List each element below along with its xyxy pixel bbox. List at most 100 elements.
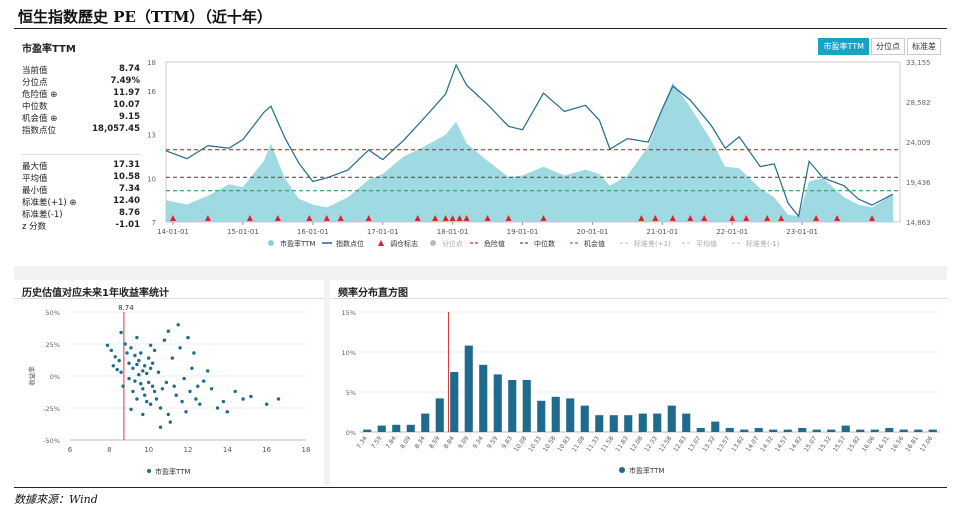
scatter-point [164,380,169,385]
legend-item[interactable]: 中位数 [520,239,555,248]
hist-bar [493,374,502,432]
pe-timeseries-chart[interactable]: 7 10 13 16 18 14,863 19,436 24,009 28,582 33,155 1… [140,54,940,266]
stat-max: 最大值 17.31 [22,160,140,172]
scatter-point [131,389,135,394]
title-rule [14,28,947,29]
legend-item[interactable]: 标准差(+1) [620,239,671,248]
hist-y-tick: 5% [346,389,356,397]
legend-item[interactable]: 分位点 [430,239,463,248]
scatter-point [186,335,190,340]
legend-item[interactable]: 危险值 [470,239,505,248]
hist-bar [696,428,705,432]
stat-opportunity: 机会值 ⊕ 9.15 [22,112,140,124]
legend-item[interactable]: 市盈率TTM [268,239,315,248]
legend-item[interactable]: 指数点位 [322,239,364,248]
scatter-point [202,379,206,383]
toggle-percentile-button[interactable]: 分位点 [871,38,905,55]
scatter-y-tick: -50% [43,437,60,445]
hist-x-tick: 13.32 [701,435,717,453]
hist-bar [812,429,821,432]
legend-label: 中位数 [534,239,555,248]
legend-label: 市盈率TTM [280,239,315,248]
scatter-point [145,371,149,376]
legend-item[interactable]: 平均值 [682,239,717,248]
scatter-y-tick: -25% [43,405,60,413]
hist-bar [624,415,633,432]
legend-item[interactable]: 标准差(-1) [732,239,780,248]
legend-label: 机会值 [584,239,605,248]
stat-danger: 危险值 ⊕ 11.97 [22,88,140,100]
x-tick-label: 18-01-01 [437,228,469,236]
scatter-point [156,370,161,374]
rebalance-marker [505,215,512,221]
scatter-title-rule [14,298,324,299]
hist-x-tick: 7.59 [370,435,384,450]
legend-item[interactable]: 机会值 [570,239,605,248]
y-left-tick: 18 [147,59,156,67]
scatter-point [174,393,178,397]
hist-legend-swatch [619,467,625,473]
scatter-point [182,376,186,381]
legend-label: 标准差(-1) [746,239,780,248]
hist-x-tick: 14.07 [745,435,761,453]
hist-y-tick: 15% [342,309,356,317]
scatter-point [198,402,202,406]
hist-x-tick: 11.33 [585,435,601,453]
hist-x-tick: 10.08 [513,435,529,453]
hist-x-tick: 12.33 [643,435,659,453]
scatter-point [121,384,125,388]
scatter-point [147,380,151,385]
y-left-tick: 13 [147,132,156,140]
y-right-tick: 24,009 [906,139,931,147]
rebalance-marker [869,215,876,221]
y-left-tick: 10 [147,175,156,183]
hist-x-tick: 16.06 [861,435,877,453]
toggle-pe-button[interactable]: 市盈率TTM [818,38,869,55]
hist-bar [754,428,763,432]
hist-x-tick: 16.56 [890,435,906,453]
scatter-point [166,329,170,333]
hist-x-tick: 15.57 [832,435,848,453]
hist-bar [870,429,879,432]
rebalance-marker [169,215,176,221]
hist-x-tick: 9.34 [471,435,485,450]
hist-bar [377,425,386,432]
toggle-stddev-button[interactable]: 标准差 [907,38,941,55]
view-toggle-group: 市盈率TTM 分位点 标准差 [816,38,941,55]
index-line-series [165,63,894,218]
return-scatter-chart[interactable]: 50% 25% 0% -25% -50% 6 8 10 12 14 16 18 收益率 8.74 市盈率TT… [14,300,324,485]
scatter-point [135,397,139,401]
pe-panel-title: 市盈率TTM [22,44,76,55]
hist-x-tick: 12.58 [658,435,674,453]
scatter-point [143,364,147,368]
hist-bar [914,429,923,432]
scatter-point [129,407,133,411]
rebalance-marker [449,215,456,221]
y-right-tick: 28,582 [906,99,931,107]
rebalance-marker [764,215,771,221]
scatter-point [139,351,143,355]
scatter-point [276,397,281,401]
hist-y-tick: 10% [342,349,356,357]
hist-bar [899,429,908,432]
x-tick-label: 15-01-01 [227,228,259,236]
scatter-y-tick: 0% [50,373,60,381]
hist-x-tick: 13.57 [716,435,732,453]
rebalance-marker [432,215,439,221]
hist-bar [479,364,488,432]
hist-bar [841,425,850,432]
hist-x-tick: 16.81 [904,435,920,453]
y-left-tick: 7 [152,219,156,227]
hist-bar [421,413,430,432]
scatter-point [127,361,131,365]
hist-x-tick: 13.07 [687,435,703,453]
stat-current: 当前值 8.74 [22,64,140,76]
rebalance-marker [813,215,820,221]
legend-item[interactable]: 调仓标志 [378,239,418,248]
hist-x-tick: 15.32 [817,435,833,453]
hist-bar [725,428,734,432]
scatter-x-tick: 12 [184,446,193,454]
frequency-histogram-chart[interactable]: 0%5%10%15%7.34 7.59 7.84 8.09 8.34 8.59 8.84 9.… [330,300,947,485]
legend-label: 标准差(+1) [634,239,671,248]
rebalance-marker [484,215,491,221]
